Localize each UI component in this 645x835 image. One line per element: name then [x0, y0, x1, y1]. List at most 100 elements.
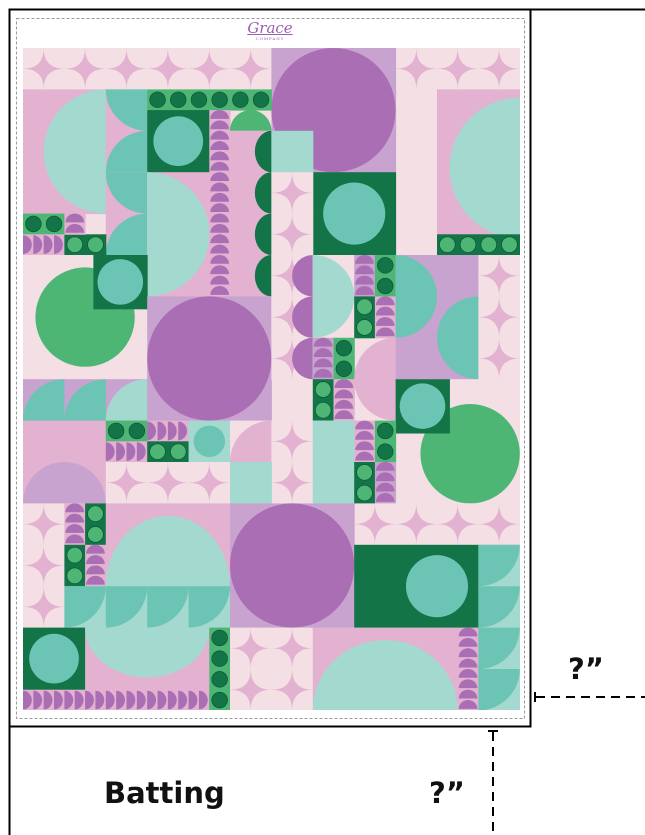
quilt-arc — [478, 669, 520, 710]
quilt-arc — [86, 575, 105, 585]
quilt-arc — [312, 640, 458, 710]
quilt-dot — [356, 319, 373, 336]
quilt-arc — [210, 141, 229, 150]
quilt-arc — [355, 441, 374, 451]
quilt-star — [23, 503, 65, 545]
quilt-star — [271, 420, 313, 462]
quilt-arc — [375, 472, 395, 482]
quilt-arc — [210, 244, 229, 254]
dimension-label-bottom: ?” — [429, 776, 465, 810]
quilt-dot — [501, 236, 518, 253]
quilt-arc — [86, 555, 105, 564]
quilt-arc — [292, 296, 313, 338]
quilt-dot — [66, 236, 83, 253]
quilt-arc — [178, 421, 188, 441]
quilt-dot — [87, 505, 104, 522]
quilt-arc — [375, 493, 395, 502]
quilt-arc — [85, 690, 94, 710]
quilt-arc — [126, 442, 136, 461]
quilt-dot — [87, 236, 104, 253]
quilt-arc — [23, 379, 65, 421]
quilt-star — [478, 48, 520, 90]
quilt-arc — [147, 421, 156, 441]
quilt-dot — [314, 402, 332, 419]
quilt-dot — [377, 277, 394, 295]
quilt-arc — [147, 690, 156, 710]
quilt-arc — [65, 213, 85, 223]
quilt-arc — [23, 235, 32, 254]
quilt-large-circle — [147, 296, 272, 421]
quilt-arc — [64, 586, 106, 628]
quilt-star — [105, 48, 148, 90]
quilt-circle — [29, 633, 79, 684]
quilt-large-circle — [230, 503, 355, 628]
quilt-arc — [437, 296, 479, 380]
quilt-arc — [458, 658, 478, 668]
quilt-star — [271, 213, 313, 255]
quilt-arc — [254, 172, 272, 214]
quilt-arc — [116, 442, 125, 461]
quilt-star — [23, 48, 65, 90]
quilt-arc — [23, 690, 32, 710]
quilt-star — [478, 503, 520, 545]
quilt-arc — [54, 235, 63, 254]
quilt-arc — [86, 544, 105, 554]
quilt-circle — [405, 555, 469, 618]
quilt-dot — [211, 691, 228, 709]
quilt-arc — [355, 430, 374, 440]
quilt-arc — [230, 110, 272, 131]
quilt-arc — [449, 97, 520, 239]
quilt-arc — [458, 700, 478, 709]
quilt-star — [230, 669, 272, 710]
quilt-arc — [210, 182, 229, 192]
quilt-circle — [97, 259, 144, 305]
quilt-arc — [157, 421, 167, 441]
quilt-arc — [334, 410, 354, 420]
quilt-arc — [85, 627, 210, 678]
quilt-arc — [355, 265, 374, 275]
quilt-arc — [458, 679, 478, 689]
quilt-arc — [210, 275, 229, 285]
quilt-arc — [375, 296, 395, 306]
quilt-arc — [43, 690, 53, 710]
quilt-star — [478, 296, 520, 338]
quilt-star — [230, 627, 272, 669]
dimension-line-right — [534, 692, 645, 702]
quilt-arc — [126, 690, 136, 710]
quilt-arc — [254, 130, 272, 173]
quilt-arc — [65, 503, 85, 513]
quilt-circle — [323, 182, 386, 245]
quilt-arc — [355, 275, 374, 285]
quilt-arc — [210, 130, 229, 140]
quilt-arc — [210, 234, 229, 244]
quilt-dot — [211, 91, 228, 108]
quilt-dot — [377, 422, 394, 440]
brand-logo: Grace COMPANY — [230, 20, 310, 41]
quilt-arc — [458, 637, 478, 647]
quilt-arc — [95, 690, 105, 710]
quilt-dot — [87, 526, 104, 543]
quilt-dot — [252, 91, 270, 108]
quilt-dot — [211, 671, 228, 688]
quilt-sheet-dashed-border — [16, 18, 525, 719]
quilt-arc — [105, 130, 148, 173]
quilt-star — [147, 462, 189, 504]
quilt-arc — [210, 110, 229, 119]
quilt-arc — [105, 172, 148, 214]
quilt-block — [457, 627, 479, 710]
quilt-arc — [43, 89, 106, 214]
quilt-arc — [375, 327, 395, 337]
quilt-dot — [314, 381, 332, 398]
quilt-star — [271, 172, 313, 214]
quilt-arc — [458, 668, 478, 678]
quilt-dot — [377, 443, 394, 460]
quilt-arc — [167, 421, 177, 441]
dimension-line-bottom — [488, 730, 498, 835]
quilt-circle — [193, 425, 226, 458]
quilt-arc — [105, 515, 230, 587]
quilt-star — [188, 48, 230, 90]
quilt-star — [188, 462, 230, 504]
quilt-arc — [313, 368, 333, 378]
quilt-arc — [188, 586, 230, 628]
